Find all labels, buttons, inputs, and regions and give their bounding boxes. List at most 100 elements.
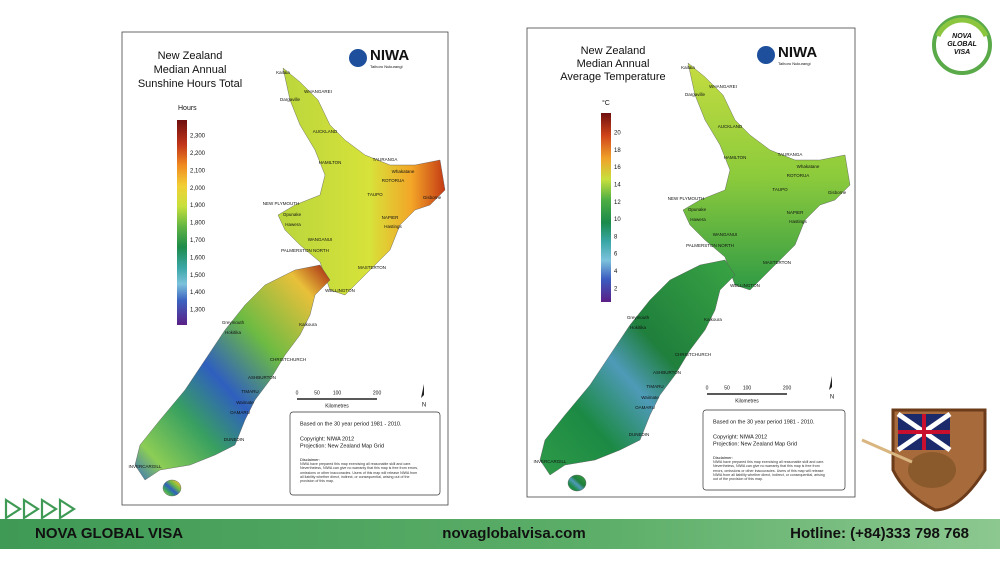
legend-unit: °C xyxy=(602,99,610,107)
place-label: WANGANUI xyxy=(308,237,333,242)
map-panel xyxy=(526,27,856,498)
logo-name: NIWA xyxy=(370,47,409,64)
place-label: Kaitaia xyxy=(276,70,290,75)
footer-website: novaglobalvisa.com xyxy=(442,525,585,542)
arrow-icons xyxy=(4,497,77,521)
place-label: Whakatane xyxy=(797,164,820,169)
place-label: AUCKLAND xyxy=(313,129,338,134)
place-label: Greymouth xyxy=(627,315,650,320)
legend-label: 12 xyxy=(614,200,621,206)
north-label: N xyxy=(830,395,834,401)
legend-label: 8 xyxy=(614,234,618,240)
legend-label: 1,900 xyxy=(190,203,206,209)
scale-tick: 0 xyxy=(706,385,709,391)
badge-ring xyxy=(932,15,992,75)
place-label: ASHBURTON xyxy=(653,370,681,375)
note-projection: Projection: New Zealand Map Grid xyxy=(713,441,797,447)
place-label: ASHBURTON xyxy=(248,375,276,380)
map-title: New Zealand xyxy=(581,45,646,57)
note-projection: Projection: New Zealand Map Grid xyxy=(300,443,384,449)
place-label: Kaitaia xyxy=(681,65,695,70)
badge-text: NOVA xyxy=(952,33,972,40)
legend-label: 2,100 xyxy=(190,168,206,174)
map-panel xyxy=(121,31,449,506)
note-period: Based on the 30 year period 1981 - 2010. xyxy=(300,421,402,427)
legend-label: 2 xyxy=(614,286,618,292)
notes-box xyxy=(289,411,441,496)
logo-tagline: Taihoro Nukurangi xyxy=(370,64,403,69)
place-label: NAPIER xyxy=(382,215,400,220)
kiwi-body xyxy=(908,452,956,488)
place-label: Kaikoura xyxy=(299,322,317,327)
legend-label: 1,500 xyxy=(190,273,206,279)
place-label: TAURANGA xyxy=(373,157,398,162)
place-label: Kaikoura xyxy=(704,317,722,322)
legend-label: 1,800 xyxy=(190,221,206,227)
place-label: Hastings xyxy=(789,219,807,224)
place-label: NEW PLYMOUTH xyxy=(668,196,704,201)
legend-bar xyxy=(601,113,611,302)
map-title: Median Annual xyxy=(154,64,227,76)
note-copyright: Copyright: NIWA 2012 xyxy=(713,434,767,440)
place-label: Waimate xyxy=(236,400,254,405)
place-label: Hawera xyxy=(285,222,301,227)
place-label: INVERCARGILL xyxy=(128,464,162,469)
kiwi-beak xyxy=(861,438,913,464)
place-label: PALMERSTON NORTH xyxy=(686,243,734,248)
place-label: Gisborne xyxy=(423,195,442,200)
legend-label: 1,400 xyxy=(190,290,206,296)
map-title: Average Temperature xyxy=(560,71,665,83)
disclaimer-title: Disclaimer: xyxy=(300,457,320,462)
place-label: Hastings xyxy=(384,224,402,229)
disclaimer: NIWA have prepared this map exercising a… xyxy=(300,462,419,484)
legend-unit: Hours xyxy=(178,105,197,112)
place-label: DUNEDIN xyxy=(629,432,650,437)
logo-name: NIWA xyxy=(778,44,817,61)
place-label: OAMARU xyxy=(230,410,250,415)
scale-unit: Kilometres xyxy=(735,398,759,404)
place-label: HAMILTON xyxy=(724,155,747,160)
place-label: Whakatane xyxy=(392,169,415,174)
place-label: Opunake xyxy=(688,207,707,212)
place-label: PALMERSTON NORTH xyxy=(281,248,329,253)
legend-bar xyxy=(177,120,187,325)
place-label: Dargaville xyxy=(280,97,301,102)
place-label: WELLINGTON xyxy=(325,288,355,293)
logo-mark xyxy=(757,46,775,64)
badge-text: VISA xyxy=(954,49,970,56)
legend-label: 14 xyxy=(614,182,621,188)
map-title: New Zealand xyxy=(158,50,223,62)
scale-tick: 200 xyxy=(373,390,382,396)
footer-name: NOVA GLOBAL VISA xyxy=(35,525,183,542)
logo-mark xyxy=(349,49,367,67)
legend-label: 1,700 xyxy=(190,238,206,244)
place-label: Hokitika xyxy=(630,325,647,330)
badge-text: GLOBAL xyxy=(947,41,977,48)
legend-label: 20 xyxy=(614,131,621,137)
place-label: WHANGAREI xyxy=(304,89,332,94)
legend-label: 2,200 xyxy=(190,151,206,157)
disclaimer-text: NIWA have prepared this map exercising a… xyxy=(300,462,419,484)
scale-tick: 100 xyxy=(333,390,342,396)
legend-label: 6 xyxy=(614,252,618,258)
scale-tick: 50 xyxy=(724,385,730,391)
legend-label: 1,600 xyxy=(190,255,206,261)
badge-arc xyxy=(935,17,989,38)
place-label: CHRISTCHURCH xyxy=(270,357,306,362)
flag-cross xyxy=(898,414,950,450)
place-label: WANGANUI xyxy=(713,232,738,237)
scale-tick: 200 xyxy=(783,385,792,391)
legend-label: 2,300 xyxy=(190,134,206,140)
legend-label: 4 xyxy=(614,269,618,275)
place-label: MASTERTON xyxy=(358,265,386,270)
place-label: ROTORUA xyxy=(787,173,809,178)
note-period: Based on the 30 year period 1981 - 2010. xyxy=(713,419,815,425)
disclaimer-title: Disclaimer: xyxy=(713,455,733,460)
place-label: AUCKLAND xyxy=(718,124,743,129)
north-arrow xyxy=(421,384,424,398)
place-label: MASTERTON xyxy=(763,260,791,265)
scale-tick: 100 xyxy=(743,385,752,391)
footer-hotline: Hotline: (+84)333 798 768 xyxy=(790,525,969,542)
north-label: N xyxy=(422,403,426,409)
footer-bar xyxy=(0,519,1000,549)
